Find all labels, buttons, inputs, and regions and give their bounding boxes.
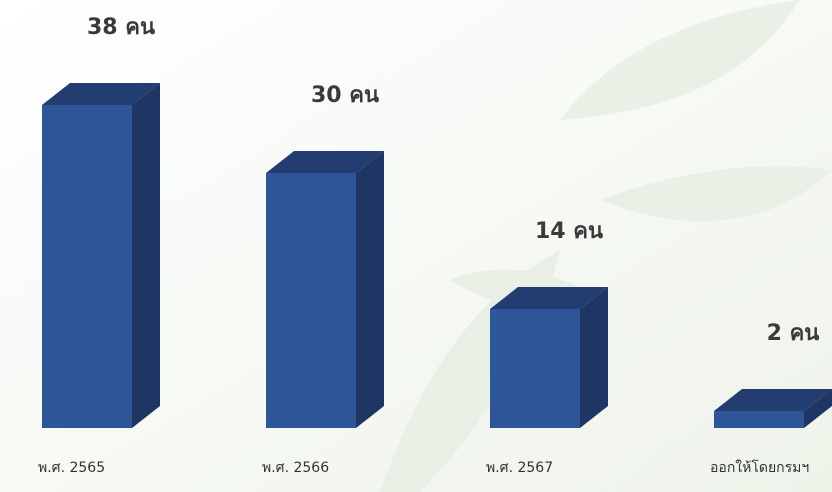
bar (42, 105, 132, 428)
chart: 38 คนพ.ศ. 2565 30 คนพ.ศ. 2566 14 คนพ.ศ. 25… (0, 0, 832, 492)
value-label: 38 คน (87, 15, 155, 40)
bar (490, 309, 580, 428)
bar-side (356, 151, 384, 428)
bar (714, 411, 804, 428)
bar-side (132, 83, 160, 428)
bar (266, 173, 356, 428)
bar-side (580, 287, 608, 428)
x-tick-label: พ.ศ. 2565 (38, 460, 105, 476)
x-tick-label: พ.ศ. 2566 (262, 460, 329, 476)
x-tick-label: ออกให้โดยกรมฯ (710, 459, 809, 476)
value-label: 30 คน (311, 83, 379, 108)
value-label: 14 คน (535, 219, 603, 244)
value-label: 2 คน (767, 321, 820, 346)
x-tick-label: พ.ศ. 2567 (486, 460, 553, 476)
